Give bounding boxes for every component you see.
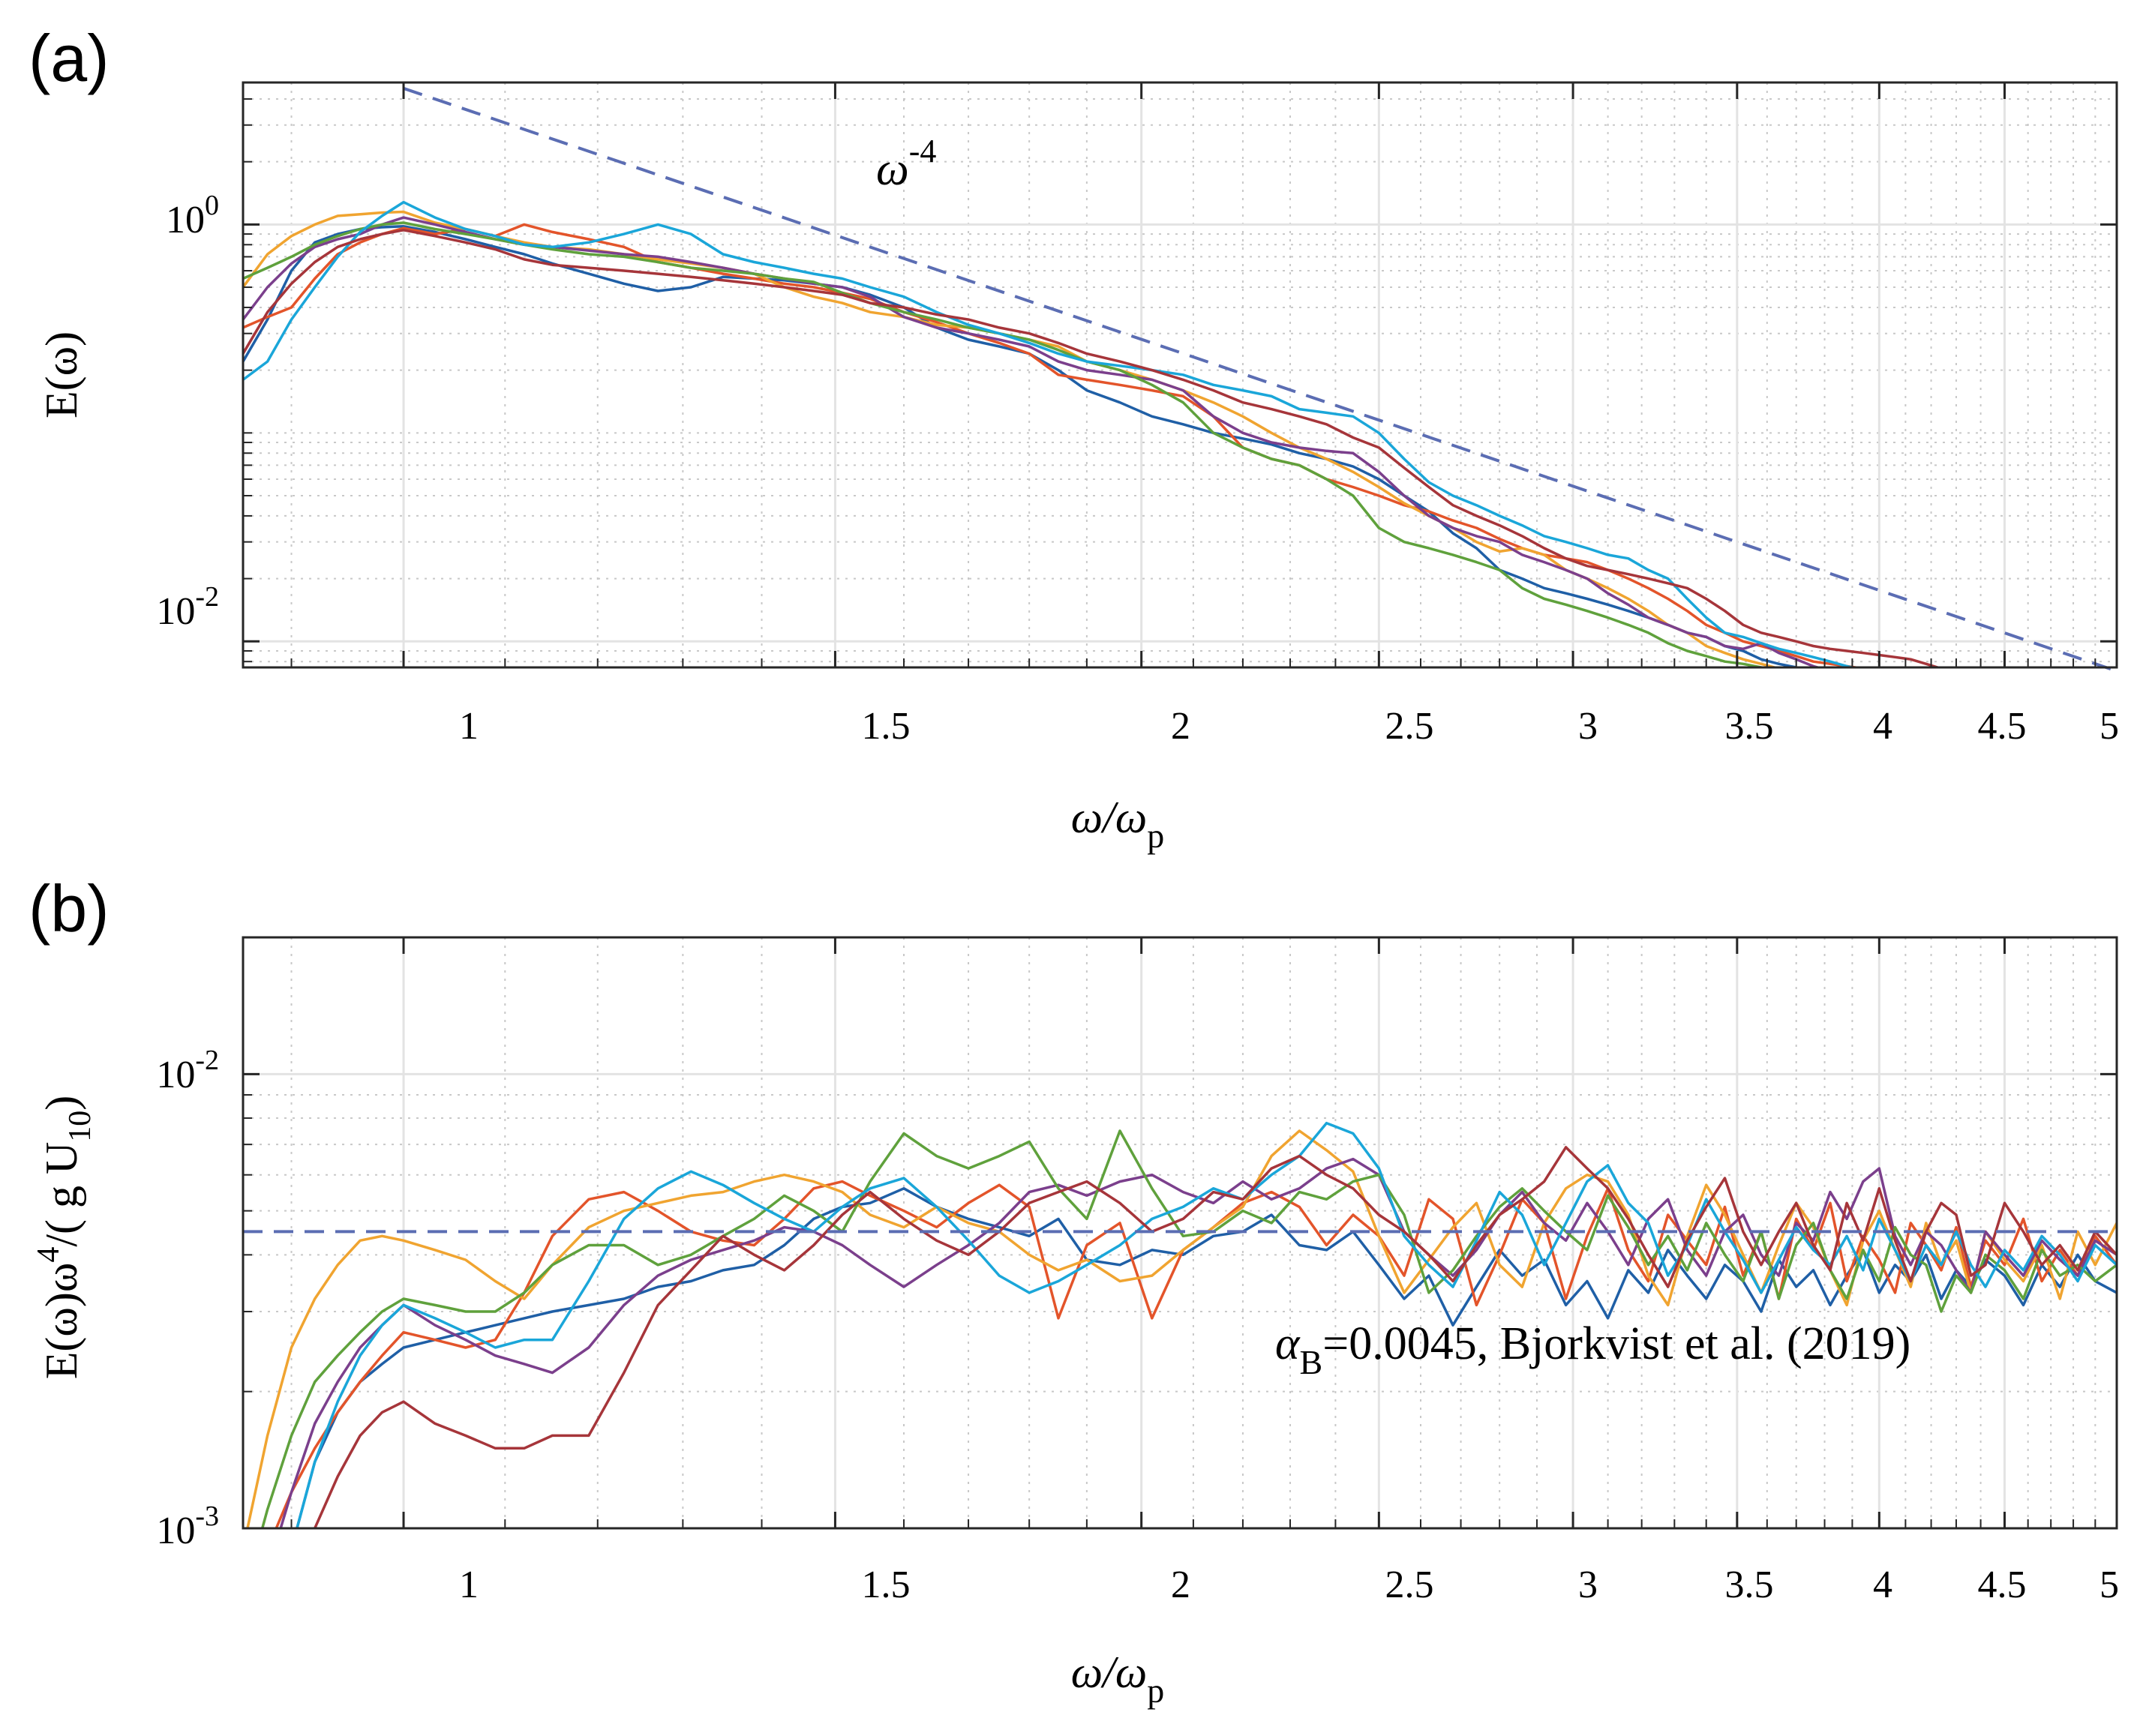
panel-a-xtick-label: 3 [1578,705,1598,748]
panel-a-series-line [243,200,1859,667]
panel-b-series-line [296,1187,2117,1528]
panel-b-xtick-label: 3 [1578,1564,1598,1606]
panel-b-xtick-label: 1 [459,1564,479,1606]
panel-a-xtick-label: 5 [2099,705,2119,748]
panel-a-xlabel: ω/ωp [1071,793,1164,855]
panel-b: (b) 1 1.5 2 2.5 3 3.5 4 4.5 5 10-2 10-3 … [29,871,2119,1710]
panel-b-xtick-label: 1.5 [862,1564,911,1606]
panel-a-series-line [243,223,1865,667]
panel-b-xtick-label: 3.5 [1725,1564,1774,1606]
panel-a-ytick-label: 10-2 [156,581,219,633]
panel-a-xtick-label: 1 [459,705,479,748]
panel-b-series-line [260,1129,2117,1528]
panel-a: (a) 1 1.5 2 2.5 3 3.5 4 4.5 5 100 10-2 ω… [29,21,2119,855]
panel-b-xtick-label: 4.5 [1978,1564,2027,1606]
panel-a-series-line [243,225,1803,667]
panel-a-series-line [243,216,1823,667]
panel-b-xtick-label: 4 [1873,1564,1892,1606]
panel-b-ytick-label: 10-2 [156,1045,219,1096]
panel-a-reference-label: ω-4 [876,133,936,195]
panel-a-reference-line [403,86,2117,673]
panel-a-xtick-label: 4 [1873,705,1892,748]
panel-a-tick-marks [243,82,2118,667]
panel-a-axes-frame [242,81,2118,669]
panel-b-series-group [246,1121,2117,1528]
panel-a-ytick-label: 100 [166,190,219,241]
panel-a-series-line [243,229,1942,667]
panel-b-ytick-label: 10-3 [156,1501,219,1552]
panel-b-xtick-label: 2.5 [1385,1564,1434,1606]
panel-b-axes-frame [242,936,2118,1530]
panel-a-series-group [243,200,1942,667]
panel-b-series-line [296,1121,2117,1528]
panel-b-series-line [313,1146,2117,1528]
panel-a-xtick-label: 3.5 [1725,705,1774,748]
panel-a-ylabel: E(ω) [37,331,86,418]
panel-b-label: (b) [29,871,110,946]
panel-a-series-line [243,221,1768,667]
panel-b-ylabel: E(ω)ω4/( g U10) [32,1096,98,1380]
panel-b-xlabel: ω/ωp [1071,1648,1164,1710]
panel-b-xtick-label: 2 [1171,1564,1190,1606]
panel-a-label: (a) [29,21,110,95]
panel-a-grid [243,82,2118,667]
panel-b-xtick-label: 5 [2099,1564,2119,1606]
panel-b-tick-marks [243,937,2118,1530]
panel-a-xtick-label: 2.5 [1385,705,1434,748]
panel-a-xtick-label: 1.5 [862,705,911,748]
panel-b-reference-label: αB=0.0045, Bjorkvist et al. (2019) [1275,1318,1910,1381]
panel-a-xtick-label: 2 [1171,705,1190,748]
panel-a-xtick-label: 4.5 [1978,705,2027,748]
